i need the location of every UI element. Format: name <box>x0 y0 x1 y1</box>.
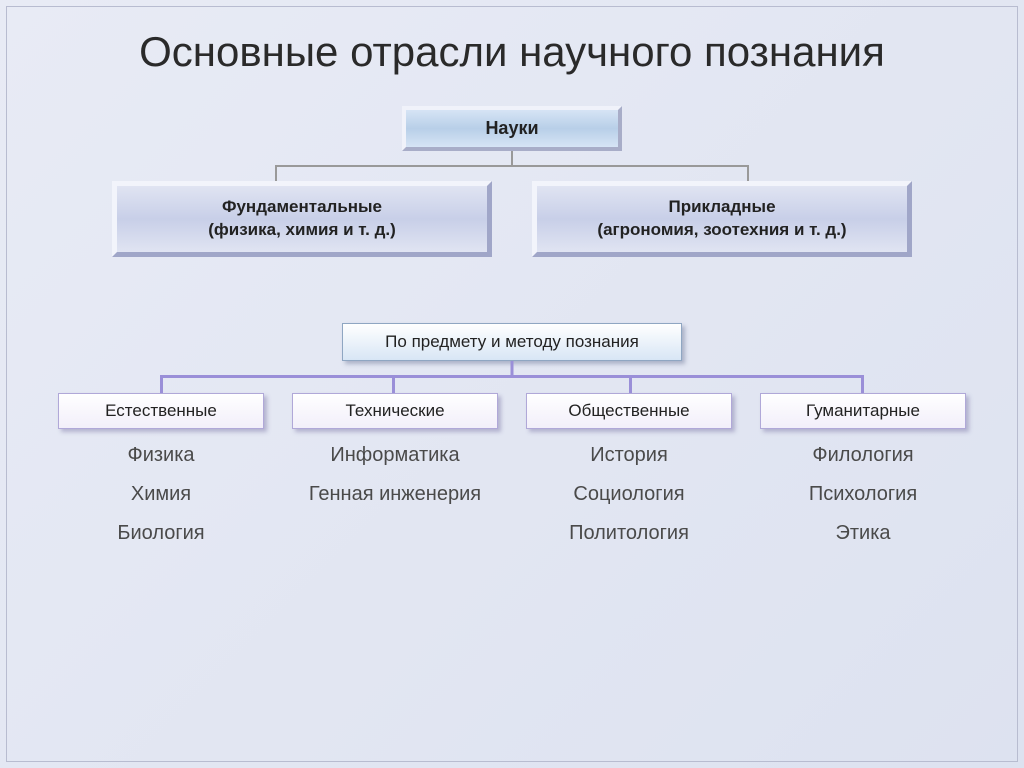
branch-sublabel: (физика, химия и т. д.) <box>125 219 479 242</box>
example-item: Биология <box>58 521 264 546</box>
example-item: Информатика <box>292 443 498 468</box>
root-node-by-subject: По предмету и методу познания <box>342 323 682 361</box>
example-item: Социология <box>526 482 732 507</box>
category-label: Технические <box>292 393 498 429</box>
top-connectors <box>0 151 1024 181</box>
example-item: История <box>526 443 732 468</box>
category-label: Естественные <box>58 393 264 429</box>
branch-label: Фундаментальные <box>125 196 479 219</box>
lower-hierarchy: По предмету и методу познания Естественн… <box>0 323 1024 560</box>
branch-sublabel: (агрономия, зоотехния и т. д.) <box>545 219 899 242</box>
branch-fundamental: Фундаментальные (физика, химия и т. д.) <box>112 181 492 257</box>
example-item: Химия <box>58 482 264 507</box>
branch-label: Прикладные <box>545 196 899 219</box>
example-item: Генная инженерия <box>292 482 498 507</box>
category-social: Общественные История Социология Политоло… <box>526 393 732 560</box>
example-item: Филология <box>760 443 966 468</box>
example-item: Физика <box>58 443 264 468</box>
category-label: Гуманитарные <box>760 393 966 429</box>
example-item: Политология <box>526 521 732 546</box>
root-node-sciences: Науки <box>402 106 622 151</box>
example-item: Психология <box>760 482 966 507</box>
category-natural: Естественные Физика Химия Биология <box>58 393 264 560</box>
category-label: Общественные <box>526 393 732 429</box>
category-technical: Технические Информатика Генная инженерия <box>292 393 498 560</box>
category-humanities: Гуманитарные Филология Психология Этика <box>760 393 966 560</box>
lower-connectors <box>0 361 1024 393</box>
top-hierarchy: Науки Фундаментальные (физика, химия и т… <box>0 106 1024 257</box>
example-item: Этика <box>760 521 966 546</box>
branch-applied: Прикладные (агрономия, зоотехния и т. д.… <box>532 181 912 257</box>
